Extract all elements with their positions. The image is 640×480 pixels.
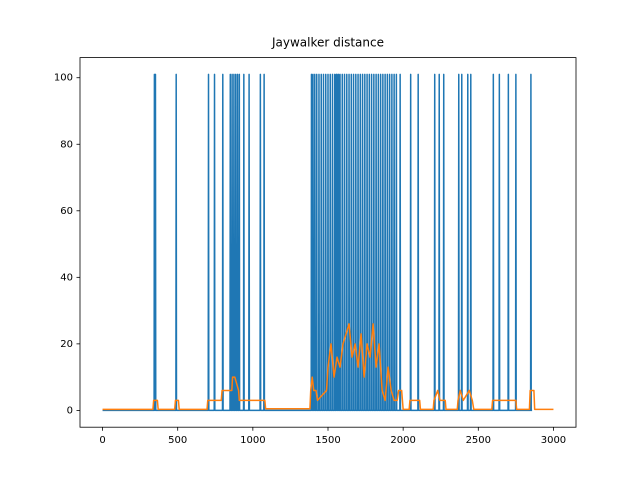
y-tick-label: 20 [60,339,73,350]
x-tick-label: 2500 [466,435,491,446]
y-tick-label: 60 [60,206,73,217]
x-tick-label: 1500 [315,435,340,446]
x-tick-label: 500 [168,435,187,446]
x-tick-label: 1000 [240,435,265,446]
data-line [102,73,533,412]
y-tick-label: 0 [67,405,73,416]
plot-frame [79,57,577,428]
x-tick-label: 3000 [541,435,566,446]
y-tick-label: 40 [60,272,73,283]
chart-title: Jaywalker distance [271,36,384,50]
x-tick-label: 0 [99,435,105,446]
data-line [102,323,554,411]
y-tick-label: 80 [60,139,73,150]
y-tick-label: 100 [54,73,73,84]
x-tick-label: 2000 [390,435,415,446]
